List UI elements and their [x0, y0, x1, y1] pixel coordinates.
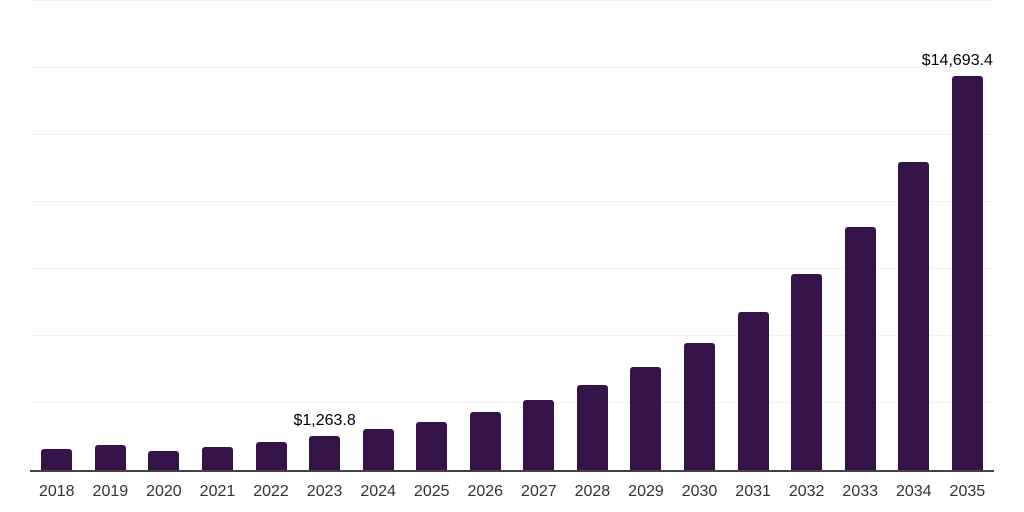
bar-band: $14,693.4 — [922, 1, 995, 470]
bar-band — [887, 1, 941, 470]
bar-2025 — [416, 421, 448, 470]
bar-band — [780, 1, 834, 470]
bar-band — [619, 1, 673, 470]
bar-band — [833, 1, 887, 470]
gridline — [30, 201, 994, 202]
bar-2028 — [576, 385, 608, 470]
bar-2033 — [844, 226, 876, 470]
gridline — [30, 402, 994, 403]
x-tick-label-2026: 2026 — [467, 483, 504, 500]
bar-2023: $1,263.8 — [293, 412, 356, 470]
bar-band — [30, 1, 84, 470]
bar-band — [84, 1, 138, 470]
bar-band — [244, 1, 298, 470]
bar-2021 — [201, 447, 233, 470]
x-tick-label-2031: 2031 — [735, 483, 771, 500]
bar-2031 — [737, 312, 769, 470]
bar-band — [137, 1, 191, 470]
bar-2035: $14,693.4 — [922, 52, 993, 470]
bar-2030 — [684, 343, 716, 470]
bar-2034 — [898, 161, 930, 470]
x-tick-label-2029: 2029 — [628, 483, 664, 500]
bar-value-label: $1,263.8 — [293, 412, 356, 430]
bar-band — [351, 1, 405, 470]
x-tick-label-2024: 2024 — [360, 483, 396, 500]
x-tick-label-2025: 2025 — [413, 483, 450, 500]
bar-band — [191, 1, 245, 470]
gridline — [30, 67, 994, 68]
x-axis-tick-labels: 2018 2019 2020 2021 2022 2023 2024 2025 2026 2027… — [30, 482, 994, 501]
bars-container: $1,263.8 $14,693.4 — [30, 1, 994, 470]
bar-band — [673, 1, 727, 470]
bar-band — [459, 1, 513, 470]
bar-2024 — [362, 429, 394, 470]
bar-band — [405, 1, 459, 470]
gridline — [30, 268, 994, 269]
x-tick-label-2027: 2027 — [521, 483, 557, 500]
bar-band: $1,263.8 — [293, 1, 356, 470]
bar-2026 — [469, 411, 501, 470]
gridline — [30, 0, 994, 1]
bar-2022 — [255, 442, 287, 470]
x-tick-label-2022: 2022 — [253, 483, 289, 500]
x-tick-label-2021: 2021 — [199, 483, 236, 500]
x-tick-label-2032: 2032 — [788, 483, 825, 500]
x-tick-label-2019: 2019 — [92, 483, 129, 500]
x-tick-label-2035: 2035 — [949, 483, 986, 500]
bar-2032 — [791, 274, 823, 470]
x-tick-label-2023: 2023 — [306, 483, 343, 500]
x-tick-label-2020: 2020 — [146, 483, 182, 500]
gridline — [30, 335, 994, 336]
bar-band — [566, 1, 620, 470]
plot-area: $1,263.8 $14,693.4 — [30, 0, 994, 472]
bar-2027 — [523, 400, 555, 470]
x-tick-label-2034: 2034 — [895, 483, 932, 500]
x-tick-label-2018: 2018 — [38, 483, 75, 500]
bar-value-label: $14,693.4 — [921, 52, 993, 70]
x-tick-label-2028: 2028 — [574, 483, 611, 500]
bar-band — [512, 1, 566, 470]
x-tick-label-2033: 2033 — [842, 483, 879, 500]
x-tick-label-2030: 2030 — [681, 483, 718, 500]
gridline — [30, 134, 994, 135]
bar-2018 — [41, 448, 73, 470]
bar-band — [726, 1, 780, 470]
bar-2029 — [630, 367, 662, 470]
bar-2020 — [148, 450, 180, 470]
bar-2019 — [94, 444, 126, 470]
